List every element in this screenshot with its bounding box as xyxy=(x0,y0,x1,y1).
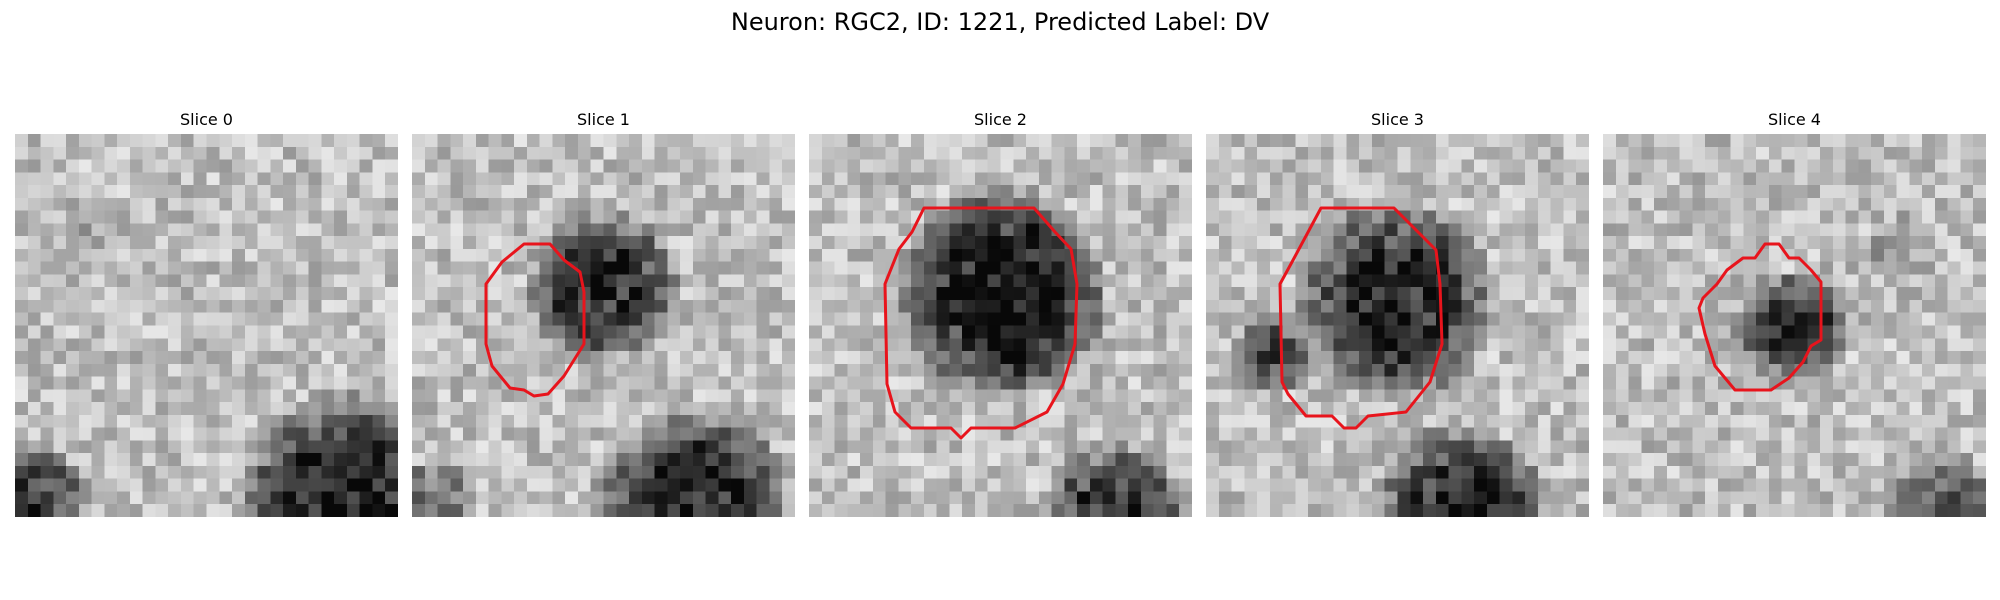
segmentation-contour xyxy=(1278,206,1444,430)
slice-panel-2: Slice 2 xyxy=(809,109,1192,517)
slice-panel-0: Slice 0 xyxy=(15,109,398,517)
segmentation-contour xyxy=(484,242,586,398)
slice-image xyxy=(1603,134,1986,517)
slice-title: Slice 1 xyxy=(577,110,630,129)
slice-image xyxy=(15,134,398,517)
slice-panel-3: Slice 3 xyxy=(1206,109,1589,517)
slice-title: Slice 2 xyxy=(974,110,1027,129)
slice-title: Slice 0 xyxy=(180,110,233,129)
segmentation-contour xyxy=(1697,242,1823,392)
slice-title: Slice 3 xyxy=(1371,110,1424,129)
slice-panel-1: Slice 1 xyxy=(412,109,795,517)
slice-image xyxy=(1206,134,1589,517)
figure-title: Neuron: RGC2, ID: 1221, Predicted Label:… xyxy=(730,8,1270,36)
slice-title: Slice 4 xyxy=(1768,110,1821,129)
segmentation-contour xyxy=(883,206,1079,440)
slice-panel-4: Slice 4 xyxy=(1603,109,1986,517)
slice-image xyxy=(809,134,1192,517)
slice-image xyxy=(412,134,795,517)
